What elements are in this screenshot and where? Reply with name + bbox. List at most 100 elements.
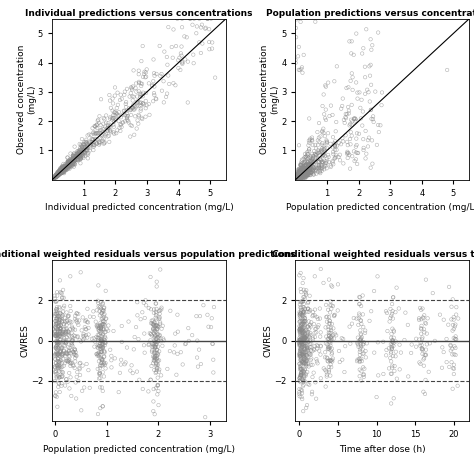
Point [302, 153, 310, 161]
Point [292, 176, 300, 183]
Point [311, 312, 319, 319]
Point [317, 157, 325, 164]
Point [292, 176, 300, 183]
Point [57, 164, 64, 172]
Point [98, 326, 105, 333]
Point [339, 95, 346, 102]
Point [327, 339, 334, 347]
Point [319, 128, 326, 136]
Point [73, 351, 80, 359]
Point [53, 171, 60, 178]
Point [292, 176, 300, 183]
Point [81, 146, 88, 153]
Point [296, 171, 303, 178]
Point [53, 173, 61, 181]
Point [52, 173, 59, 181]
Point [101, 123, 109, 131]
Point [94, 322, 101, 329]
Point [331, 143, 339, 150]
Point [295, 174, 302, 182]
Point [292, 175, 300, 183]
Point [297, 173, 305, 181]
Point [67, 158, 75, 165]
Point [57, 324, 64, 332]
Point [187, 15, 194, 22]
Point [73, 151, 81, 159]
Point [71, 157, 79, 164]
Point [165, 80, 173, 88]
Point [322, 160, 330, 167]
Point [301, 336, 309, 344]
Point [299, 310, 306, 318]
Point [65, 329, 73, 336]
Point [360, 146, 367, 154]
Point [292, 176, 300, 183]
Point [325, 368, 333, 376]
Point [69, 154, 77, 162]
Point [301, 172, 309, 180]
Point [50, 175, 57, 182]
Point [301, 170, 309, 178]
Point [152, 300, 160, 307]
Point [107, 126, 114, 134]
Point [300, 345, 308, 352]
Point [292, 176, 300, 183]
Point [294, 175, 302, 183]
Point [418, 306, 425, 314]
Point [296, 174, 304, 182]
Point [323, 371, 331, 378]
Point [93, 322, 100, 329]
Point [292, 176, 300, 183]
Point [295, 141, 303, 149]
Point [304, 158, 311, 166]
Point [312, 355, 320, 363]
Point [104, 124, 111, 132]
Point [49, 175, 57, 183]
Point [49, 175, 57, 182]
Point [49, 175, 57, 182]
Point [173, 15, 181, 22]
Point [298, 170, 305, 177]
Point [67, 373, 74, 381]
Point [99, 338, 107, 345]
Point [445, 321, 452, 329]
Point [309, 154, 317, 162]
Point [301, 162, 308, 169]
Point [76, 366, 83, 373]
Point [296, 173, 303, 180]
Point [125, 318, 132, 325]
Point [296, 330, 304, 337]
Point [316, 147, 323, 155]
Point [100, 335, 108, 343]
Point [422, 320, 430, 327]
Point [297, 288, 305, 296]
Point [304, 171, 311, 179]
Point [390, 293, 397, 301]
Point [300, 170, 308, 177]
Point [148, 320, 156, 327]
Point [158, 304, 165, 311]
Point [147, 320, 155, 327]
Point [295, 169, 302, 176]
Point [302, 372, 310, 379]
Point [49, 176, 56, 183]
Point [182, 56, 189, 63]
Point [153, 352, 161, 359]
Point [301, 334, 308, 342]
Point [328, 301, 335, 309]
Point [292, 174, 300, 182]
Point [158, 325, 165, 332]
Point [327, 334, 335, 341]
Point [307, 347, 315, 354]
Point [76, 156, 83, 163]
Point [50, 174, 58, 182]
Point [292, 176, 300, 183]
Point [419, 314, 427, 321]
Point [96, 350, 103, 358]
Point [367, 36, 374, 43]
Point [151, 410, 158, 418]
Point [422, 376, 429, 384]
Point [176, 54, 183, 61]
Point [297, 172, 305, 180]
Point [308, 157, 315, 164]
